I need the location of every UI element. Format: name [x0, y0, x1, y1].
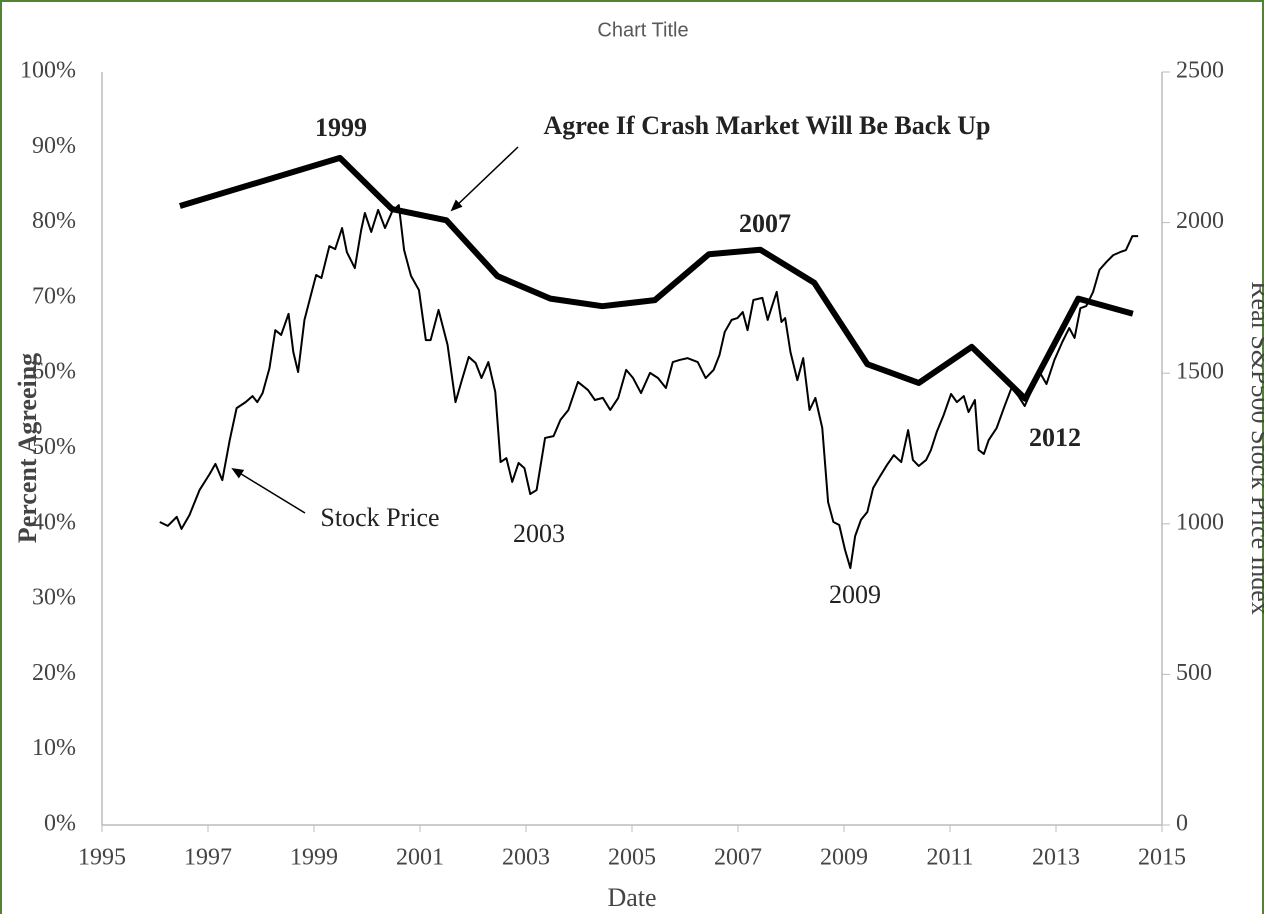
y2-tick-label: 1000 [1176, 509, 1224, 535]
x-tick-label: 2001 [396, 845, 444, 871]
annotation-arrow [231, 467, 306, 514]
y-tick-label: 60% [32, 359, 76, 385]
chart-title: Chart Title [597, 19, 688, 41]
x-tick-label: 2013 [1032, 845, 1080, 871]
y-tick-label: 70% [32, 283, 76, 309]
annotation: 1999 [315, 113, 367, 142]
y-tick-label: 10% [32, 735, 76, 761]
x-tick-label: 2007 [714, 845, 762, 871]
y-tick-label: 90% [32, 133, 76, 159]
y-tick-label: 30% [32, 585, 76, 611]
series-line [179, 154, 1134, 402]
annotation-arrow [450, 146, 519, 212]
x-axis-title: Date [607, 883, 656, 912]
x-tick-label: 2011 [926, 845, 973, 871]
x-tick-label: 1999 [290, 845, 338, 871]
annotation: 2012 [1029, 423, 1081, 452]
y2-tick-label: 500 [1176, 660, 1212, 686]
y-axis-title: Percent Agreeing [13, 353, 42, 543]
x-tick-label: 1997 [184, 845, 232, 871]
x-tick-label: 2015 [1138, 845, 1186, 871]
y2-tick-label: 2000 [1176, 208, 1224, 234]
x-tick-label: 1995 [78, 845, 126, 871]
series-line [159, 204, 1139, 570]
annotation: 2007 [739, 209, 791, 238]
x-tick-label: 2005 [608, 845, 656, 871]
y-tick-label: 20% [32, 660, 76, 686]
y2-tick-label: 0 [1176, 811, 1188, 837]
y2-tick-label: 2500 [1176, 58, 1224, 84]
y-tick-label: 0% [44, 811, 76, 837]
y-tick-label: 80% [32, 208, 76, 234]
annotation: 2009 [829, 580, 881, 609]
x-tick-label: 2003 [502, 845, 550, 871]
y-tick-label: 50% [32, 434, 76, 460]
y2-axis-title: Real S&P500 Stock Price Index [1246, 281, 1264, 615]
y2-tick-label: 1500 [1176, 359, 1224, 385]
annotation: Stock Price [320, 503, 439, 532]
annotation: 2003 [513, 519, 565, 548]
y-tick-label: 100% [20, 58, 76, 84]
annotation: Agree If Crash Market Will Be Back Up [543, 111, 990, 140]
y-tick-label: 40% [32, 509, 76, 535]
x-tick-label: 2009 [820, 845, 868, 871]
